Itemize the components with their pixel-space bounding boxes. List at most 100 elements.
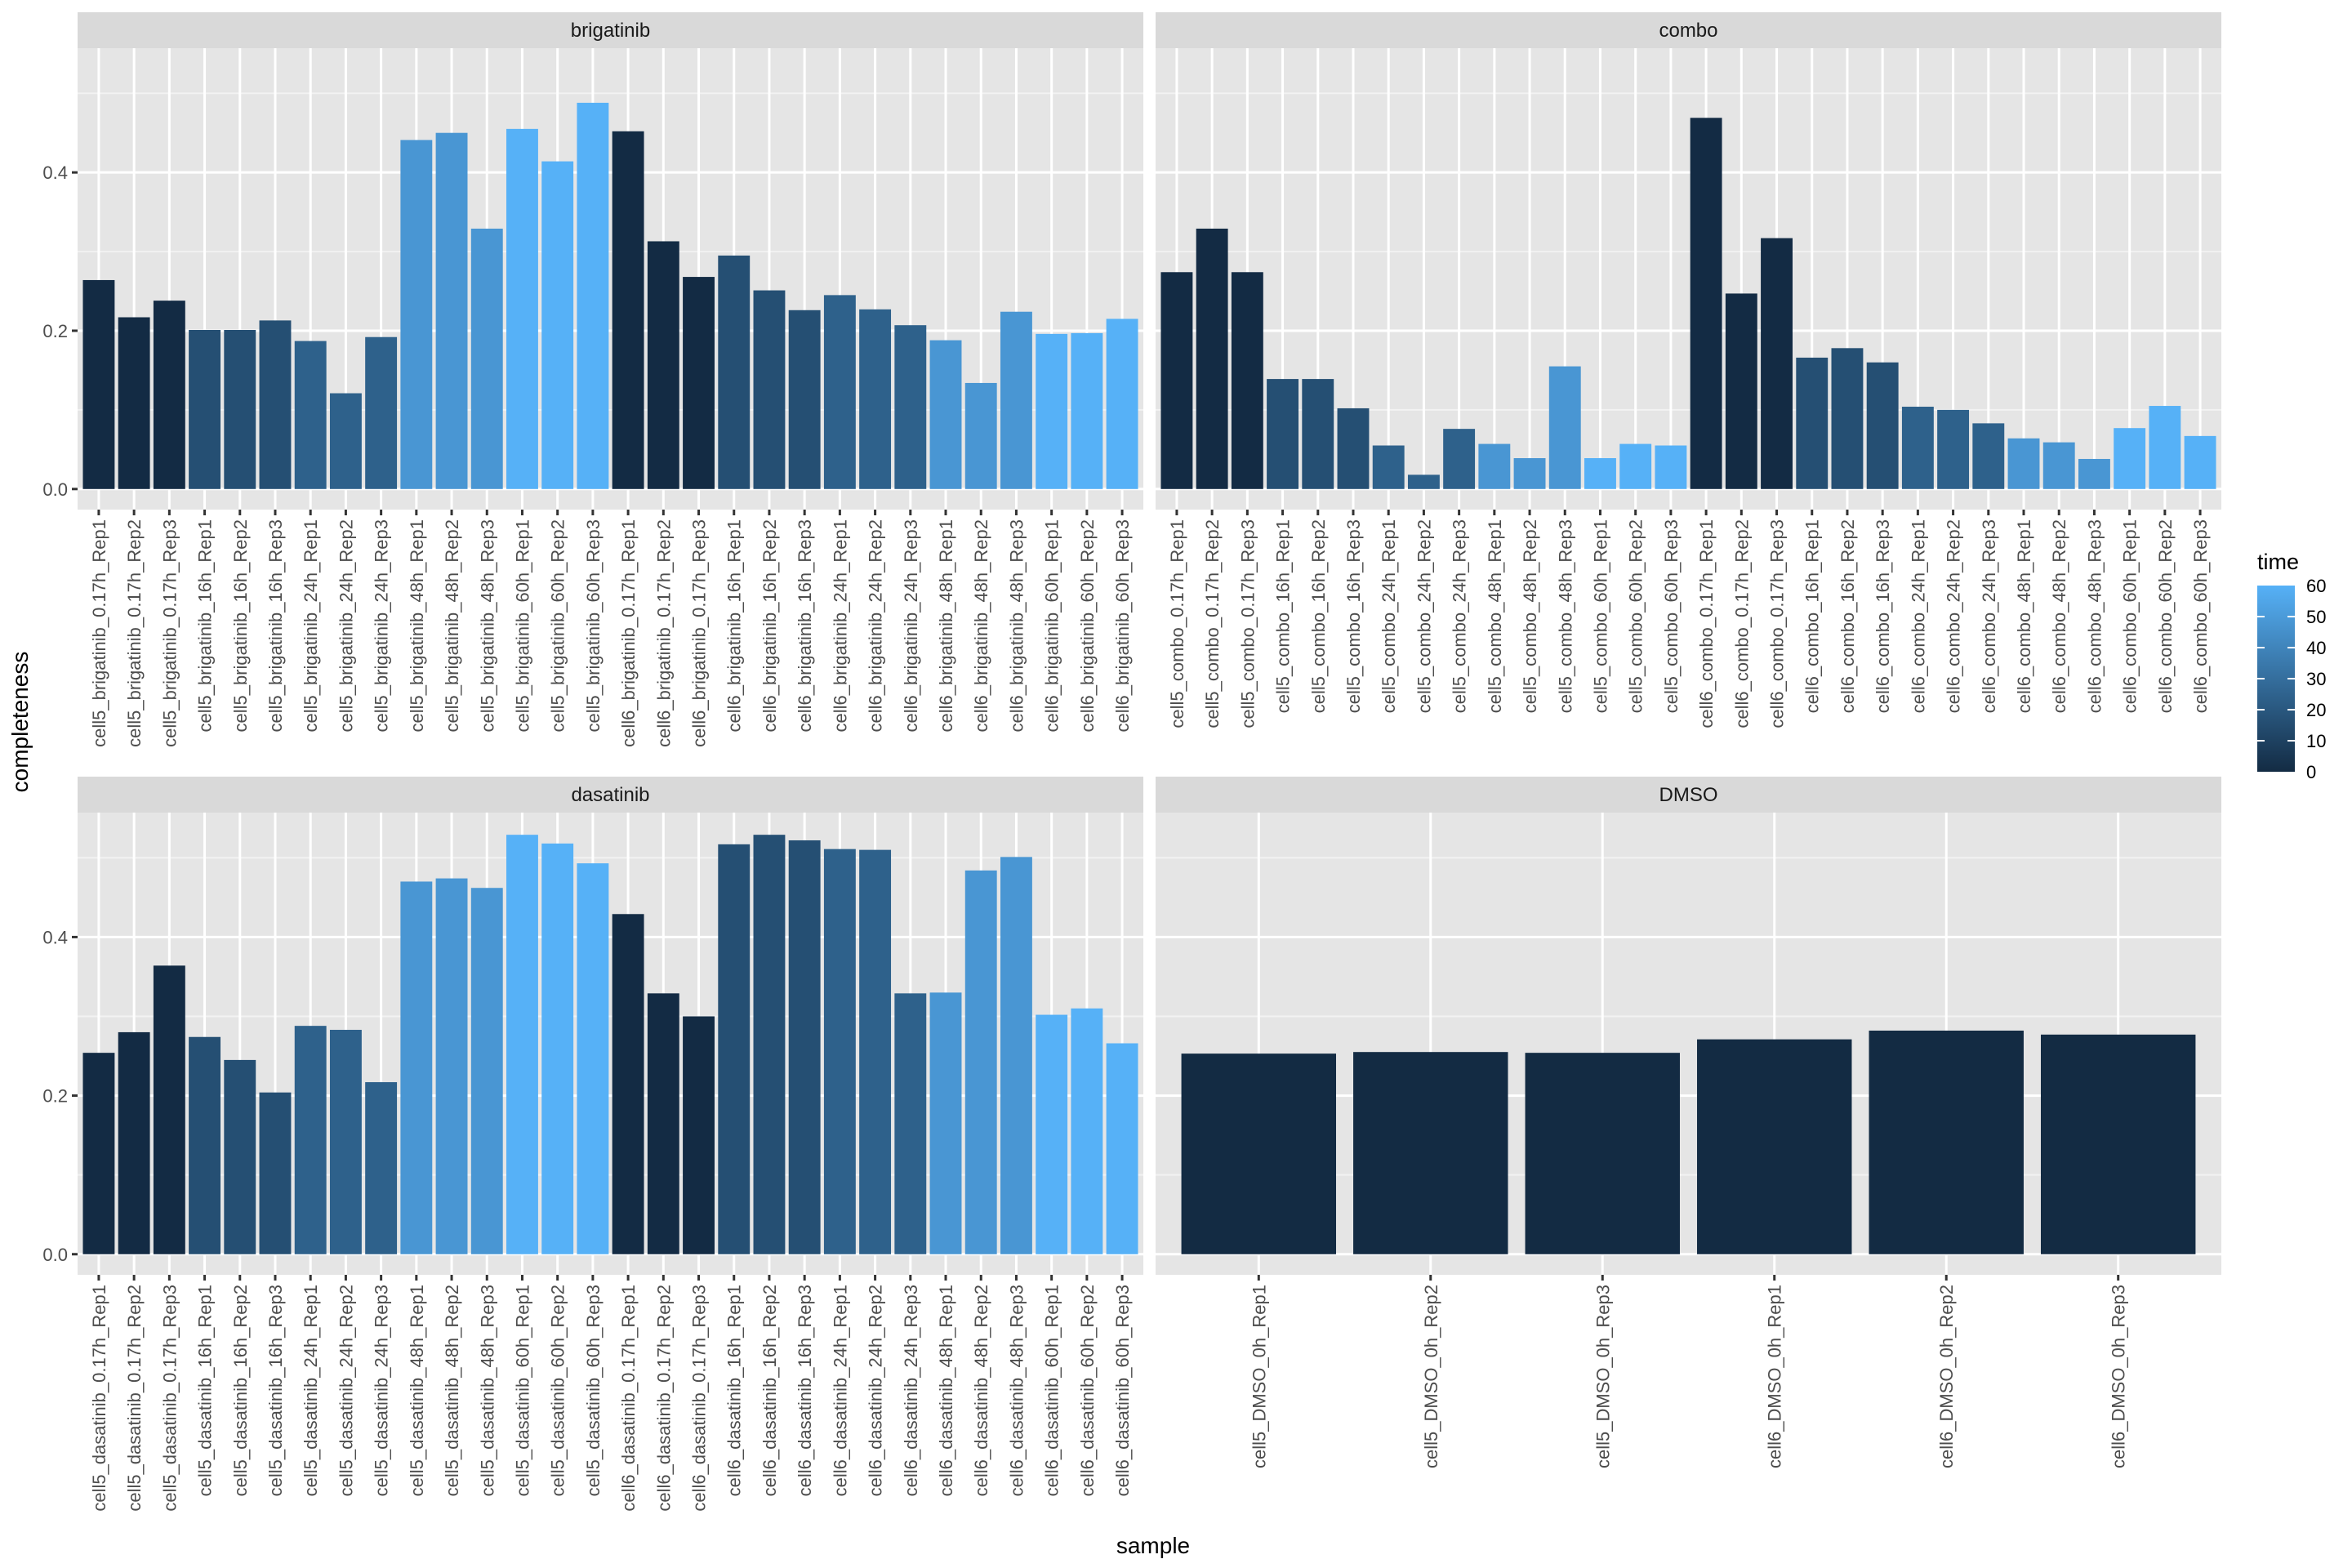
bar-cell5_dasatinib_0.17h_Rep1 <box>82 1053 115 1254</box>
x-tick-label: cell6_brigatinib_48h_Rep2 <box>971 519 991 733</box>
x-tick-label: cell5_dasatinib_60h_Rep3 <box>583 1285 604 1496</box>
x-tick-label: cell6_dasatinib_0.17h_Rep3 <box>689 1285 710 1512</box>
bar-cell6_brigatinib_24h_Rep2 <box>859 309 892 489</box>
bar-cell6_dasatinib_24h_Rep1 <box>823 849 856 1254</box>
x-tick-label: cell6_brigatinib_24h_Rep1 <box>830 519 850 733</box>
x-tick-label: cell6_brigatinib_48h_Rep3 <box>1006 519 1027 733</box>
bar-cell6_combo_24h_Rep2 <box>1937 409 1970 489</box>
x-tick-label: cell5_combo_0.17h_Rep3 <box>1237 519 1258 728</box>
bar-cell5_brigatinib_0.17h_Rep1 <box>82 279 115 489</box>
bar-cell6_dasatinib_48h_Rep2 <box>964 870 997 1254</box>
x-tick-label: cell6_combo_0.17h_Rep1 <box>1696 519 1717 728</box>
bar-cell5_combo_16h_Rep3 <box>1337 408 1370 489</box>
bar-cell6_combo_16h_Rep2 <box>1831 348 1864 489</box>
y-tick-label: 0.2 <box>42 1086 68 1107</box>
x-tick-label: cell5_dasatinib_60h_Rep1 <box>512 1285 532 1496</box>
x-tick-label: cell5_combo_24h_Rep3 <box>1450 519 1470 713</box>
y-tick-label: 0.4 <box>42 927 68 947</box>
x-tick-label: cell6_dasatinib_48h_Rep2 <box>971 1285 991 1496</box>
x-tick-label: cell6_combo_24h_Rep2 <box>1944 519 1964 713</box>
facet-strip <box>1156 777 2221 813</box>
bar-cell6_combo_24h_Rep3 <box>1972 423 2005 489</box>
bar-cell5_dasatinib_48h_Rep1 <box>400 881 433 1254</box>
x-tick-label: cell6_dasatinib_24h_Rep2 <box>866 1285 886 1496</box>
bar-cell5_combo_24h_Rep3 <box>1443 429 1476 489</box>
x-tick-label: cell6_dasatinib_16h_Rep3 <box>795 1285 815 1496</box>
bar-cell5_combo_48h_Rep1 <box>1478 443 1511 489</box>
legend-tick-label: 0 <box>2306 762 2316 782</box>
y-axis-title: completeness <box>7 652 33 793</box>
bar-cell6_brigatinib_48h_Rep3 <box>1000 311 1032 489</box>
y-tick-label: 0.0 <box>42 479 68 500</box>
bar-cell6_dasatinib_24h_Rep3 <box>894 993 927 1254</box>
x-tick-label: cell5_brigatinib_24h_Rep1 <box>301 519 321 733</box>
x-tick-label: cell6_brigatinib_0.17h_Rep1 <box>618 519 639 747</box>
x-tick-label: cell6_dasatinib_48h_Rep1 <box>936 1285 956 1496</box>
bar-cell6_dasatinib_0.17h_Rep1 <box>612 914 644 1254</box>
bar-cell6_combo_16h_Rep1 <box>1796 357 1829 489</box>
x-tick-label: cell6_combo_60h_Rep1 <box>2120 519 2140 713</box>
x-tick-label: cell5_DMSO_0h_Rep3 <box>1592 1285 1613 1468</box>
y-tick-label: 0.2 <box>42 321 68 341</box>
bar-cell5_brigatinib_60h_Rep3 <box>577 102 609 489</box>
y-tick-label: 0.4 <box>42 163 68 183</box>
x-tick-label: cell5_brigatinib_24h_Rep3 <box>372 519 392 733</box>
panel-brigatinib: brigatinib 0.0 0.2 0.4 cell5_brigatinib_0.17… <box>42 12 1143 747</box>
x-tick-label: cell6_brigatinib_24h_Rep3 <box>901 519 921 733</box>
x-tick-label: cell5_dasatinib_16h_Rep1 <box>195 1285 216 1496</box>
bar-cell5_brigatinib_0.17h_Rep2 <box>118 317 150 489</box>
x-axis-title: sample <box>1116 1533 1190 1558</box>
bar-cell6_combo_60h_Rep1 <box>2114 428 2146 489</box>
x-tick-label: cell5_dasatinib_48h_Rep3 <box>477 1285 497 1496</box>
x-tick-label: cell6_brigatinib_60h_Rep1 <box>1042 519 1062 733</box>
bar-cell5_brigatinib_24h_Rep2 <box>329 393 362 489</box>
x-tick-label: cell5_brigatinib_16h_Rep2 <box>230 519 251 733</box>
legend-tick-label: 50 <box>2306 607 2326 627</box>
legend-tick-label: 40 <box>2306 638 2326 658</box>
bar-cell5_dasatinib_24h_Rep3 <box>365 1082 398 1254</box>
x-tick-label: cell6_combo_24h_Rep1 <box>1908 519 1928 713</box>
bar-cell5_dasatinib_24h_Rep1 <box>294 1026 327 1254</box>
bar-cell6_combo_60h_Rep2 <box>2149 406 2181 489</box>
x-tick-label: cell5_brigatinib_16h_Rep1 <box>195 519 216 733</box>
bar-cell6_combo_48h_Rep2 <box>2042 442 2075 489</box>
x-tick-label: cell6_combo_16h_Rep3 <box>1873 519 1893 713</box>
panel-dasatinib: dasatinib 0.0 0.2 0.4 cell5_dasatinib_0.17h_… <box>42 777 1143 1512</box>
facet-strip <box>78 777 1143 813</box>
bar-cell6_brigatinib_60h_Rep1 <box>1036 333 1068 489</box>
bar-cell5_combo_48h_Rep2 <box>1513 458 1546 489</box>
x-tick-label: cell5_dasatinib_24h_Rep1 <box>301 1285 321 1496</box>
bar-cell6_brigatinib_60h_Rep3 <box>1106 318 1138 489</box>
bar-cell6_combo_48h_Rep3 <box>2078 458 2110 489</box>
x-tick-label: cell5_dasatinib_48h_Rep2 <box>442 1285 462 1496</box>
bar-cell5_combo_24h_Rep1 <box>1372 445 1405 489</box>
x-tick-label: cell6_combo_0.17h_Rep3 <box>1767 519 1788 728</box>
x-tick-label: cell5_brigatinib_16h_Rep3 <box>265 519 286 733</box>
bar-cell5_dasatinib_0.17h_Rep3 <box>153 965 185 1254</box>
x-tick-label: cell5_dasatinib_16h_Rep2 <box>230 1285 251 1496</box>
bar-cell6_brigatinib_16h_Rep1 <box>718 255 751 489</box>
legend-tick-label: 10 <box>2306 731 2326 751</box>
bar-cell6_brigatinib_0.17h_Rep3 <box>683 277 715 489</box>
x-tick-label: cell6_brigatinib_60h_Rep3 <box>1112 519 1133 733</box>
x-tick-label: cell5_combo_48h_Rep1 <box>1485 519 1505 713</box>
bar-cell6_dasatinib_24h_Rep2 <box>859 849 892 1254</box>
facet-strip-label: brigatinib <box>571 20 650 42</box>
bar-cell6_brigatinib_24h_Rep3 <box>894 325 927 489</box>
bar-cell5_dasatinib_0.17h_Rep2 <box>118 1031 150 1254</box>
x-tick-label: cell5_brigatinib_24h_Rep2 <box>336 519 356 733</box>
x-tick-label: cell6_dasatinib_16h_Rep2 <box>760 1285 780 1496</box>
x-tick-label: cell5_combo_16h_Rep2 <box>1308 519 1329 713</box>
bar-cell6_DMSO_0h_Rep3 <box>2040 1034 2196 1254</box>
bar-cell6_dasatinib_48h_Rep3 <box>1000 857 1032 1254</box>
x-tick-label: cell6_combo_60h_Rep2 <box>2155 519 2176 713</box>
panel-combo: combo cell5_combo_0.17h_Rep1 cell5_combo_0… <box>1156 12 2221 728</box>
x-tick-label: cell6_dasatinib_24h_Rep1 <box>830 1285 850 1496</box>
x-tick-label: cell5_brigatinib_0.17h_Rep1 <box>89 519 109 747</box>
x-tick-label: cell5_combo_48h_Rep2 <box>1520 519 1540 713</box>
bar-cell5_dasatinib_16h_Rep3 <box>259 1092 292 1254</box>
x-tick-label: cell5_brigatinib_60h_Rep2 <box>548 519 568 733</box>
x-tick-label: cell5_brigatinib_0.17h_Rep3 <box>159 519 180 747</box>
bar-cell5_dasatinib_16h_Rep2 <box>224 1059 256 1254</box>
x-tick-label: cell6_DMSO_0h_Rep2 <box>1936 1285 1957 1468</box>
